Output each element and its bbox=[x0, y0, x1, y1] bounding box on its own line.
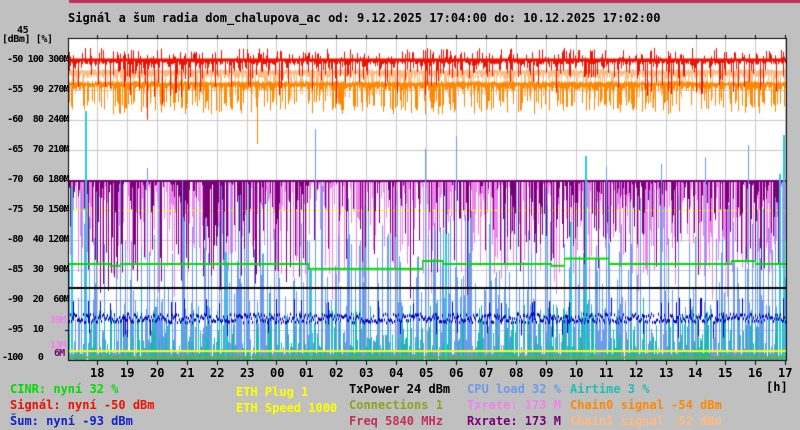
x-tick: 09 bbox=[539, 366, 554, 380]
legend-txpower: TxPower 24 dBm bbox=[349, 382, 451, 396]
x-tick: 04 bbox=[389, 366, 404, 380]
legend-chain1: Chain1 signal -52 dBm bbox=[570, 414, 722, 428]
x-tick: 21 bbox=[180, 366, 195, 380]
x-tick: 22 bbox=[210, 366, 225, 380]
x-tick: 01 bbox=[299, 366, 314, 380]
x-axis-unit-label: [h] bbox=[766, 380, 788, 394]
rate-marker-6m: 6M bbox=[54, 348, 65, 359]
legend-connections: Connections 1 bbox=[349, 398, 443, 412]
legend-cinr: CINR: nyní 32 % bbox=[10, 382, 119, 396]
legend-signal: Signál: nyní -50 dBm bbox=[10, 398, 155, 412]
x-tick: 06 bbox=[449, 366, 464, 380]
x-tick: 11 bbox=[599, 366, 614, 380]
x-tick: 12 bbox=[629, 366, 644, 380]
y-tick-row: -60 80 240M bbox=[2, 114, 69, 125]
legend-eth-plug: ETH Plug 1 bbox=[236, 385, 309, 399]
x-tick: 15 bbox=[718, 366, 733, 380]
x-tick: 17 bbox=[778, 366, 793, 380]
legend-eth-speed: ETH Speed 1000 bbox=[236, 401, 338, 415]
rate-marker-13m: 13M bbox=[50, 340, 66, 351]
y-axis-units-label: [dBm] [%] bbox=[2, 34, 53, 45]
x-tick: 05 bbox=[419, 366, 434, 380]
x-tick: 10 bbox=[569, 366, 584, 380]
y-tick-row: -70 60 180M bbox=[2, 174, 69, 185]
legend-airtime: Airtime 3 % bbox=[570, 382, 650, 396]
legend-cpu-load: CPU load 32 % bbox=[467, 382, 561, 396]
y-tick-row: -100 0 bbox=[2, 352, 44, 363]
y-tick-row: -50 100 300M bbox=[2, 54, 69, 65]
x-tick: 16 bbox=[748, 366, 763, 380]
y-tick-row: -95 10 bbox=[2, 324, 44, 335]
x-tick: 19 bbox=[120, 366, 135, 380]
x-tick: 03 bbox=[359, 366, 374, 380]
y-tick-row: -85 30 90M bbox=[2, 264, 69, 275]
x-tick: 02 bbox=[329, 366, 344, 380]
page-title: Signál a šum radia dom_chalupova_ac od: … bbox=[68, 11, 661, 25]
y-tick-row: -75 50 150M bbox=[2, 204, 69, 215]
legend-freq: Freq 5840 MHz bbox=[349, 414, 443, 428]
x-tick: 08 bbox=[509, 366, 524, 380]
x-tick: 13 bbox=[659, 366, 674, 380]
x-tick: 14 bbox=[688, 366, 703, 380]
rate-marker-39m: 39M bbox=[50, 315, 66, 326]
x-tick: 07 bbox=[479, 366, 494, 380]
y-tick-row: -80 40 120M bbox=[2, 234, 69, 245]
legend-chain0: Chain0 signal -54 dBm bbox=[570, 398, 722, 412]
legend-txrate: Txrate: 173 M bbox=[467, 398, 561, 412]
x-tick: 20 bbox=[150, 366, 165, 380]
y-tick-row: -65 70 210M bbox=[2, 144, 69, 155]
y-axis-header-top: 45 bbox=[17, 25, 29, 36]
legend-rxrate: Rxrate: 173 M bbox=[467, 414, 561, 428]
legend-noise: Šum: nyní -93 dBm bbox=[10, 414, 133, 428]
x-tick: 23 bbox=[240, 366, 255, 380]
x-tick: 00 bbox=[270, 366, 285, 380]
y-tick-row: -55 90 270M bbox=[2, 84, 69, 95]
x-tick: 18 bbox=[90, 366, 105, 380]
y-tick-row: -90 20 60M bbox=[2, 294, 69, 305]
